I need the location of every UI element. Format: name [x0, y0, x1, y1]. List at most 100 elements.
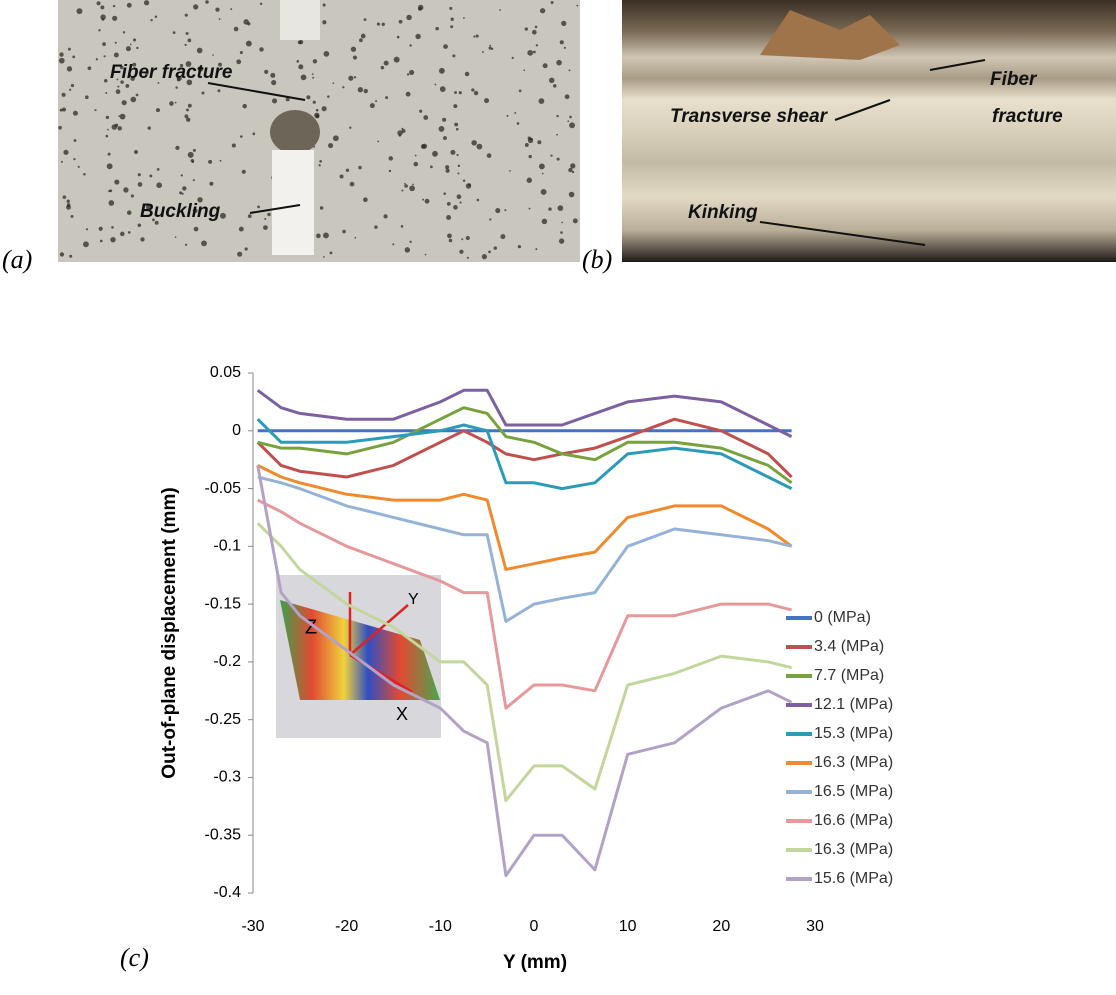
- texture-dot: [111, 226, 114, 229]
- texture-dot: [405, 91, 411, 97]
- texture-dot: [526, 177, 533, 183]
- texture-dot: [201, 91, 205, 95]
- texture-dot: [312, 100, 316, 104]
- texture-dot: [348, 75, 354, 81]
- texture-dot: [457, 172, 460, 175]
- texture-dot: [450, 17, 454, 21]
- texture-dot: [401, 189, 404, 192]
- texture-dot: [572, 218, 578, 224]
- texture-dot: [230, 8, 233, 11]
- photo-b-fibers: [760, 10, 900, 60]
- legend-label: 16.3 (MPa): [814, 841, 893, 858]
- y-tick-label: -0.4: [213, 884, 241, 901]
- texture-dot: [315, 114, 320, 119]
- texture-dot: [332, 135, 339, 142]
- texture-dot: [388, 156, 394, 161]
- texture-dot: [100, 5, 105, 10]
- texture-dot: [569, 122, 576, 129]
- texture-dot: [132, 62, 137, 67]
- texture-dot: [298, 64, 304, 70]
- texture-dot: [137, 173, 141, 177]
- texture-dot: [528, 154, 532, 159]
- arrow: [834, 99, 891, 121]
- texture-dot: [342, 229, 346, 234]
- texture-dot: [146, 205, 151, 210]
- texture-dot: [570, 163, 576, 169]
- texture-dot: [459, 201, 462, 204]
- texture-dot: [332, 82, 335, 85]
- texture-dot: [218, 62, 222, 67]
- texture-dot: [61, 92, 66, 97]
- texture-dot: [374, 225, 378, 229]
- texture-dot: [306, 95, 311, 100]
- texture-dot: [321, 106, 327, 112]
- texture-dot: [271, 80, 277, 86]
- texture-dot: [156, 182, 162, 189]
- texture-dot: [239, 51, 243, 55]
- texture-dot: [66, 204, 71, 210]
- texture-dot: [156, 168, 160, 171]
- texture-dot: [209, 181, 214, 186]
- texture-dot: [493, 246, 497, 250]
- texture-dot: [556, 157, 560, 161]
- texture-dot: [312, 59, 318, 64]
- texture-dot: [353, 76, 357, 79]
- texture-dot: [418, 7, 422, 11]
- texture-dot: [130, 76, 135, 81]
- texture-dot: [404, 184, 408, 188]
- texture-dot: [576, 4, 579, 7]
- texture-dot: [84, 95, 89, 100]
- texture-dot: [424, 198, 430, 204]
- texture-dot: [123, 187, 129, 193]
- texture-dot: [252, 132, 256, 136]
- texture-dot: [316, 233, 321, 239]
- texture-dot: [186, 108, 189, 112]
- texture-dot: [323, 51, 330, 57]
- texture-dot: [174, 236, 177, 238]
- texture-dot: [267, 212, 271, 217]
- texture-dot: [98, 29, 101, 32]
- texture-dot: [116, 78, 119, 81]
- x-tick-label: -20: [335, 918, 358, 935]
- texture-dot: [212, 54, 214, 56]
- texture-dot: [524, 27, 529, 31]
- texture-dot: [264, 69, 269, 74]
- texture-dot: [455, 127, 459, 131]
- texture-dot: [459, 249, 464, 254]
- texture-dot: [471, 88, 475, 92]
- texture-dot: [561, 20, 567, 27]
- texture-dot: [187, 151, 194, 158]
- texture-dot: [532, 50, 536, 54]
- texture-dot: [424, 253, 427, 256]
- texture-dot: [489, 44, 492, 47]
- legend-label: 7.7 (MPa): [814, 667, 884, 684]
- texture-dot: [473, 35, 476, 38]
- texture-dot: [300, 74, 307, 81]
- texture-dot: [429, 165, 433, 169]
- texture-dot: [540, 189, 547, 195]
- texture-dot: [406, 14, 412, 21]
- texture-dot: [238, 226, 244, 232]
- texture-dot: [185, 31, 189, 36]
- texture-dot: [524, 143, 529, 147]
- texture-dot: [72, 110, 78, 116]
- texture-dot: [527, 137, 534, 144]
- texture-dot: [107, 152, 111, 156]
- texture-dot: [311, 73, 314, 76]
- texture-dot: [360, 33, 366, 39]
- texture-dot: [541, 218, 548, 225]
- texture-dot: [108, 200, 115, 206]
- texture-dot: [155, 108, 160, 113]
- texture-dot: [446, 201, 451, 206]
- texture-dot: [465, 183, 472, 189]
- y-tick-label: -0.1: [213, 538, 241, 555]
- texture-dot: [102, 42, 106, 46]
- texture-dot: [77, 165, 80, 168]
- texture-dot: [435, 26, 439, 31]
- texture-dot: [137, 182, 143, 187]
- texture-dot: [534, 25, 538, 29]
- texture-dot: [531, 29, 537, 35]
- texture-dot: [409, 44, 412, 47]
- texture-dot: [456, 194, 462, 200]
